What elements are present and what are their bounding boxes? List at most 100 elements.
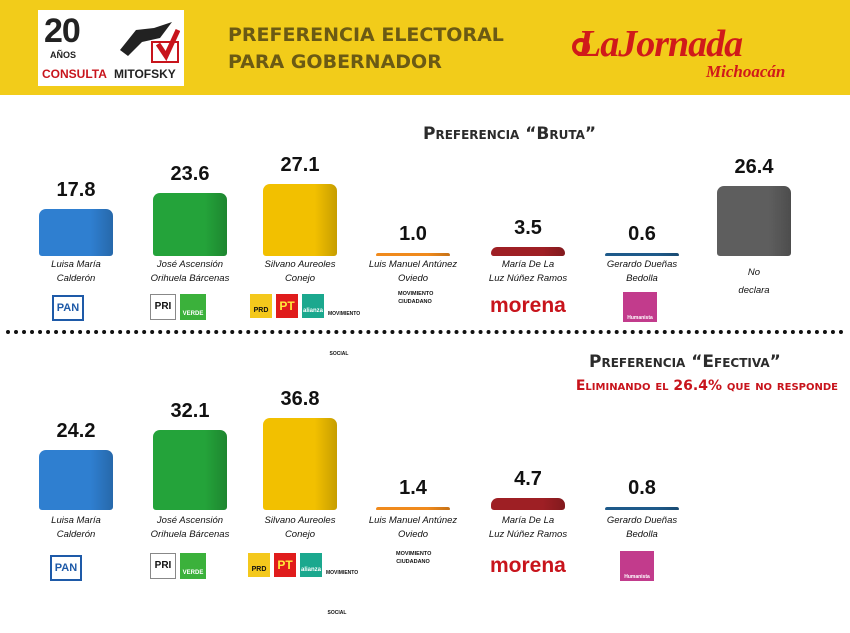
category-label: Silvano Aureoles Conejo — [240, 258, 360, 286]
category-label-line: José Ascensión — [156, 259, 224, 270]
morena-logo: morena — [490, 554, 566, 577]
bar-efectiva-5 — [605, 507, 679, 510]
bar-bruta-5 — [605, 253, 679, 256]
category-label-line: declara — [738, 285, 770, 296]
alianza-logo: alianza — [300, 553, 322, 577]
category-label-line: Calderón — [56, 273, 96, 284]
value-label: 0.8 — [628, 477, 656, 499]
bar-efectiva-1 — [153, 429, 227, 510]
category-label: Gerardo Dueñas Bedolla — [582, 514, 702, 542]
bar-efectiva-3 — [376, 506, 450, 510]
section-divider — [6, 330, 844, 334]
category-label-line: Gerardo Dueñas — [606, 515, 678, 526]
category-label-line: Silvano Aureoles — [264, 515, 336, 526]
logo-brand-mitofsky: MITOFSKY — [114, 67, 176, 81]
category-label-line: Conejo — [284, 529, 316, 540]
movimiento-social-logo: MOVIMIENTO SOCIAL — [328, 294, 360, 357]
category-label: José Ascensión Orihuela Bárcenas — [130, 514, 250, 542]
bar-bruta-2 — [263, 184, 337, 256]
category-label-line: Bedolla — [626, 529, 658, 540]
prd-logo: PRD — [248, 553, 270, 577]
page-title-line2: PARA GOBERNADOR — [228, 51, 442, 73]
category-label: Gerardo Dueñas Bedolla — [582, 258, 702, 286]
humanista-logo: Humanista — [623, 292, 657, 322]
category-label-line: José Ascensión — [156, 515, 224, 526]
value-label: 27.1 — [280, 154, 320, 176]
value-label: 3.5 — [514, 216, 542, 239]
category-label-line: Luz Núñez Ramos — [488, 273, 568, 284]
category-label-line: Oviedo — [397, 273, 429, 284]
value-label: 4.7 — [514, 468, 542, 491]
movimiento-ciudadano-logo: MOVIMIENTO CIUDADANO — [396, 550, 431, 580]
category-label-line: Luis Manuel Antúnez — [368, 259, 458, 270]
category-label: Luis Manuel Antúnez Oviedo — [353, 514, 473, 542]
value-label: 36.8 — [280, 388, 320, 410]
mitofsky-logo: 20 AÑOS CONSULTA MITOFSKY — [38, 10, 184, 86]
newspaper-logo: LaJornada — [578, 23, 743, 65]
category-label: María De La Luz Núñez Ramos — [468, 258, 588, 286]
category-label: Luisa María Calderón — [16, 514, 136, 542]
logo-years: AÑOS — [50, 50, 77, 60]
jornada-logo-icon — [572, 38, 590, 56]
alianza-logo: alianza — [302, 294, 324, 318]
bar-efectiva-4 — [491, 498, 565, 510]
category-label-line: Orihuela Bárcenas — [150, 529, 230, 540]
category-label-line: Luisa María — [51, 515, 101, 526]
morena-logo: morena — [490, 294, 566, 317]
logo-brand-consulta: CONSULTA — [42, 67, 107, 81]
value-label: 24.2 — [56, 419, 96, 442]
bar-bruta-0 — [39, 208, 113, 256]
value-label: 26.4 — [734, 155, 774, 178]
category-label-line: Luisa María — [51, 259, 101, 270]
category-label-line: Gerardo Dueñas — [606, 259, 678, 270]
bar-bruta-4 — [491, 246, 565, 256]
logo-number: 20 — [44, 12, 81, 50]
value-label: 1.4 — [399, 476, 427, 499]
category-label-line: Silvano Aureoles — [264, 259, 336, 270]
category-label-line: Luis Manuel Antúnez — [368, 515, 458, 526]
category-label-line: Bedolla — [626, 273, 658, 284]
category-label-line: María De La — [501, 259, 555, 270]
value-label: 1.0 — [399, 223, 427, 245]
value-label: 23.6 — [170, 163, 210, 186]
pan-logo: PAN — [50, 555, 82, 581]
chart-subtitle-efectiva: Eliminando el 26.4% que no responde — [575, 378, 838, 394]
chart-title-efectiva: Preferencia “Efectiva” — [589, 352, 781, 372]
chart-title-bruta: Preferencia “Bruta” — [423, 124, 597, 144]
category-label: Silvano Aureoles Conejo — [240, 514, 360, 542]
mitofsky-mark-icon — [114, 16, 180, 66]
category-label-line: Luz Núñez Ramos — [488, 529, 568, 540]
category-label: María De La Luz Núñez Ramos — [468, 514, 588, 542]
category-label-line: Calderón — [56, 529, 96, 540]
movimiento-social-logo: MOVIMIENTO SOCIAL — [326, 553, 358, 616]
category-label-line: Conejo — [284, 273, 316, 284]
category-label: Luis Manuel Antúnez Oviedo — [353, 258, 473, 286]
page-title-line1: PREFERENCIA ELECTORAL — [228, 24, 504, 46]
verde-logo: VERDE — [180, 553, 206, 579]
newspaper-logo-sub: Michoacán — [706, 62, 786, 81]
pri-logo: PRI — [150, 553, 176, 579]
category-label-line: Oviedo — [397, 529, 429, 540]
category-label-line: Orihuela Bárcenas — [150, 273, 230, 284]
prd-logo: PRD — [250, 294, 272, 318]
bar-efectiva-2 — [263, 418, 337, 510]
verde-logo: VERDE — [180, 294, 206, 320]
page-title: PREFERENCIA ELECTORAL PARA GOBERNADOR — [228, 22, 504, 76]
bar-bruta-3 — [376, 253, 450, 256]
category-label: José Ascensión Orihuela Bárcenas — [130, 258, 250, 286]
bar-bruta-1 — [153, 193, 227, 256]
humanista-logo: Humanista — [620, 551, 654, 581]
value-label: 32.1 — [170, 399, 210, 422]
pri-logo: PRI — [150, 294, 176, 320]
bar-efectiva-0 — [39, 449, 113, 510]
header-banner: 20 AÑOS CONSULTA MITOFSKY PREFERENCIA EL… — [0, 0, 850, 95]
pan-logo: PAN — [52, 295, 84, 321]
category-label: No declara — [694, 264, 814, 300]
category-label-line: No — [747, 267, 761, 278]
category-label-line: María De La — [501, 515, 555, 526]
movimiento-ciudadano-logo: MOVIMIENTO CIUDADANO — [398, 290, 433, 320]
value-label: 17.8 — [56, 178, 96, 201]
category-label: Luisa María Calderón — [16, 258, 136, 286]
pt-logo: PT — [274, 553, 296, 577]
value-label: 0.6 — [628, 223, 656, 245]
